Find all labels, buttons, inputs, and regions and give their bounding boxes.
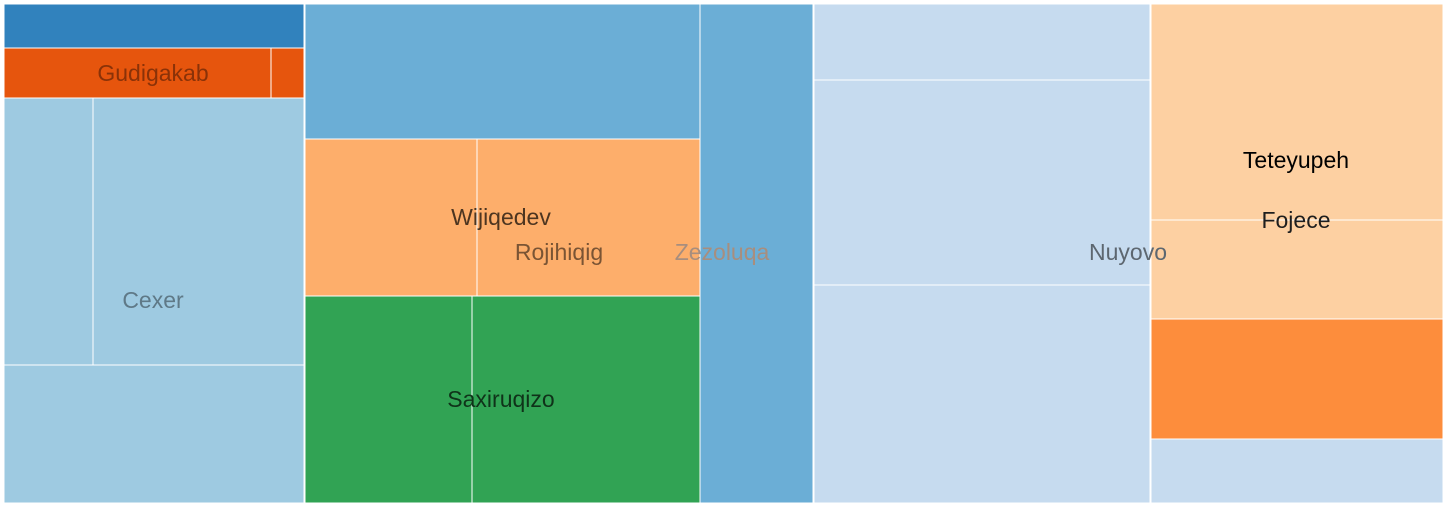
treemap-label-fojece: Fojece <box>1261 207 1330 233</box>
treemap-tile-zezoluqa-0[interactable] <box>699 3 814 504</box>
treemap-tile-0[interactable] <box>3 3 305 49</box>
treemap-tile-nuyovo-2[interactable] <box>813 284 1151 504</box>
treemap-tile-cexer-1[interactable] <box>92 97 305 366</box>
treemap-label-teteyupeh: Teteyupeh <box>1243 147 1349 173</box>
treemap-tile-saxiruqizo-0[interactable] <box>304 295 473 504</box>
treemap-tile-fojece-1[interactable] <box>1150 318 1444 440</box>
treemap-tiles <box>3 3 1444 504</box>
treemap-tile-nuyovo-0[interactable] <box>813 3 1151 81</box>
treemap-tile-fojece-0[interactable] <box>1150 219 1444 320</box>
treemap-label-nuyovo: Nuyovo <box>1089 239 1167 265</box>
treemap-label-gudigakab: Gudigakab <box>97 60 208 86</box>
treemap-tile-cexer-2[interactable] <box>3 364 305 504</box>
treemap-tile-teteyupeh-0[interactable] <box>1150 3 1444 221</box>
treemap-label-rojihiqig: Rojihiqig <box>515 239 603 265</box>
treemap-label-wijiqedev: Wijiqedev <box>451 204 551 230</box>
treemap-label-zezoluqa: Zezoluqa <box>675 239 770 265</box>
treemap-label-cexer: Cexer <box>122 287 184 313</box>
treemap-tile-cexer-0[interactable] <box>3 97 94 366</box>
treemap-tile-wijiqedev-0[interactable] <box>304 138 478 297</box>
treemap-labels: Gudigakab Cexer Wijiqedev Rojihiqig Saxiruqi… <box>97 60 1349 412</box>
treemap-tile-0[interactable] <box>304 3 701 140</box>
treemap-tile-gudigakab-0[interactable] <box>3 47 272 99</box>
treemap-label-saxiruqizo: Saxiruqizo <box>447 386 554 412</box>
treemap-tile-gudigakab-1[interactable] <box>270 47 305 99</box>
treemap-tile-nuyovo-1[interactable] <box>813 79 1151 286</box>
treemap-tile-fojece-2[interactable] <box>1150 438 1444 504</box>
